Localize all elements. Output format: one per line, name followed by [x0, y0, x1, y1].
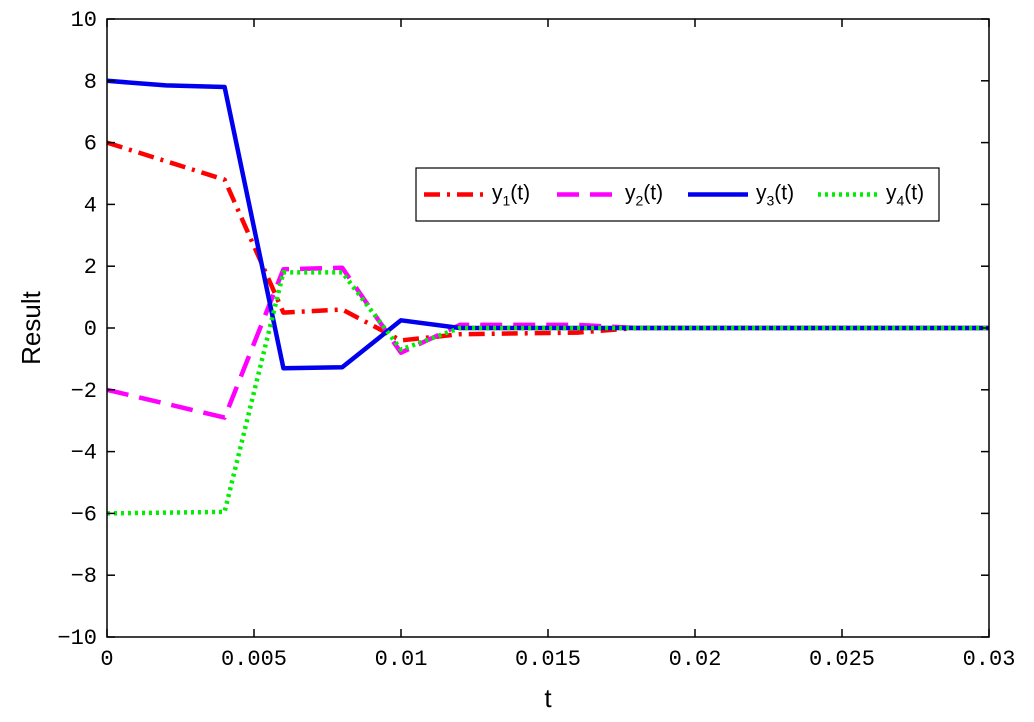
series-layer [106, 78, 989, 516]
ticks-layer: 0 0.005 0.01 0.015 0.02 0.025 0.03 −10 −8 −6 −4 −2 0… [57, 8, 1015, 672]
y-tick-label: 2 [84, 255, 97, 280]
y-tick-label: 10 [71, 8, 97, 33]
x-tick-label: 0.025 [809, 647, 875, 672]
y-tick-label: −8 [71, 564, 97, 589]
series-line-3 [106, 78, 989, 371]
legend-label-3: y3(t) [756, 182, 794, 209]
x-tick-label: 0.02 [669, 647, 722, 672]
legend-box [415, 167, 940, 222]
y-tick-label: 8 [84, 70, 97, 95]
series-line-2 [106, 265, 989, 420]
x-tick-label: 0.005 [221, 647, 287, 672]
y-tick-label: 0 [84, 317, 97, 342]
x-tick-label: 0.01 [375, 647, 428, 672]
legend-label-1: y1(t) [492, 182, 530, 209]
y-tick-label: 4 [84, 193, 97, 218]
x-tick-label: 0.03 [963, 647, 1016, 672]
series-line-4 [106, 270, 989, 516]
legend-label-2: y2(t) [625, 182, 663, 209]
x-axis-label: t [544, 683, 552, 713]
legend: y1(t) y2(t) y3(t) y4(t) [415, 167, 940, 222]
y-tick-label: −2 [71, 379, 97, 404]
y-tick-label: −6 [71, 502, 97, 527]
y-tick-label: −4 [71, 441, 97, 466]
y-tick-label: −10 [57, 626, 97, 651]
legend-label-4: y4(t) [886, 182, 924, 209]
x-tick-label: 0.015 [515, 647, 581, 672]
y-axis-label: Result [16, 290, 46, 364]
y-tick-label: 6 [84, 132, 97, 157]
x-tick-label: 0 [100, 647, 113, 672]
series-line-1 [106, 140, 989, 343]
